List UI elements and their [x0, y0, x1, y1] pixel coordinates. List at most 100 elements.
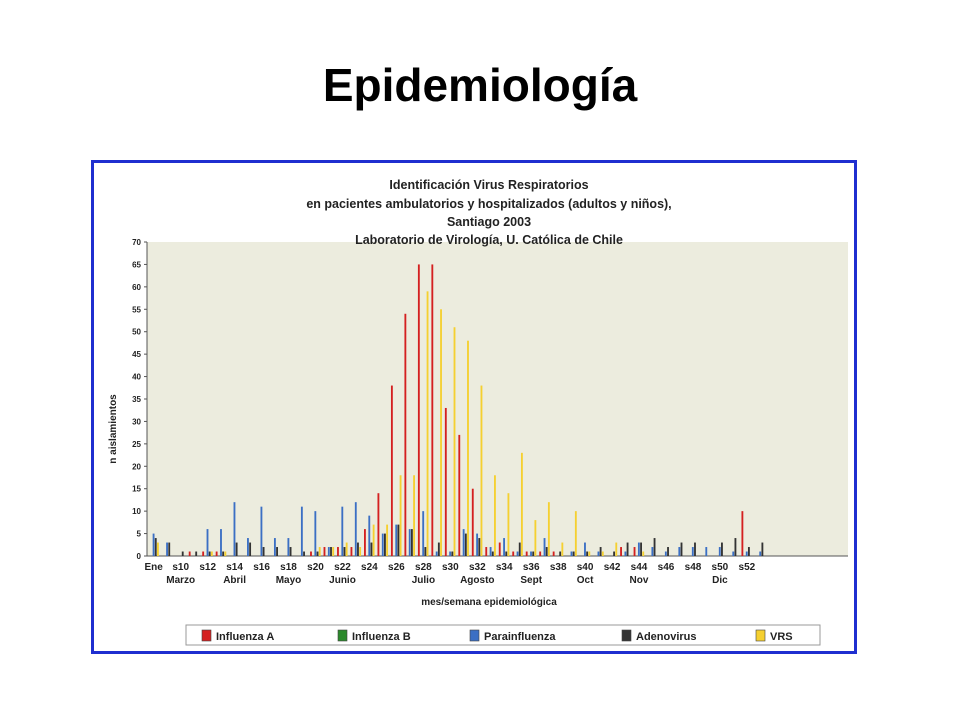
bar-influenza-a	[417, 264, 420, 556]
x-tick-label: s34	[496, 562, 513, 573]
bar-parainfluenza	[489, 547, 492, 556]
chart-title-line: Identificación Virus Respiratorios	[389, 178, 588, 192]
bar-parainfluenza	[664, 551, 667, 556]
plot-area	[147, 242, 848, 556]
bar-adenovirus	[734, 538, 737, 556]
bar-parainfluenza	[300, 506, 303, 556]
bar-influenza-a	[202, 551, 205, 556]
bar-parainfluenza	[354, 502, 357, 556]
bar-influenza-a	[458, 434, 461, 556]
bar-vrs	[359, 547, 362, 556]
bar-vrs	[332, 547, 335, 556]
bar-vrs	[345, 542, 348, 556]
bar-parainfluenza	[678, 547, 681, 556]
bar-adenovirus	[249, 542, 252, 556]
x-tick-label: s32	[469, 562, 486, 573]
bar-vrs	[547, 502, 550, 556]
x-month-label: Sept	[520, 575, 542, 586]
bar-influenza-a	[444, 407, 447, 556]
bar-adenovirus	[397, 524, 400, 556]
y-tick-label: 10	[132, 507, 141, 516]
bar-adenovirus	[316, 551, 319, 556]
bar-influenza-a	[337, 547, 339, 556]
bar-adenovirus	[721, 542, 723, 556]
bar-influenza-a	[471, 488, 474, 556]
y-tick-label: 50	[132, 328, 141, 337]
bar-adenovirus	[437, 542, 440, 556]
bar-adenovirus	[154, 538, 157, 556]
y-axis-label: n aislamientos	[108, 394, 119, 464]
x-tick-label: s24	[361, 562, 378, 573]
y-tick-label: 35	[132, 395, 141, 404]
bar-parainfluenza	[624, 551, 627, 556]
bar-adenovirus	[343, 547, 346, 556]
bar-influenza-a	[364, 529, 366, 556]
bar-parainfluenza	[570, 551, 573, 556]
bar-vrs	[453, 327, 456, 556]
legend-swatch	[621, 629, 632, 642]
bar-parainfluenza	[476, 533, 479, 556]
x-month-label: Agosto	[460, 575, 494, 586]
bar-adenovirus	[410, 529, 413, 556]
y-tick-label: 60	[132, 283, 141, 292]
bar-vrs	[601, 551, 604, 556]
bar-parainfluenza	[368, 515, 371, 556]
bar-parainfluenza	[745, 551, 748, 556]
bar-influenza-a	[525, 551, 528, 556]
legend-label: Adenovirus	[636, 631, 697, 643]
bar-parainfluenza	[530, 551, 532, 556]
x-tick-label: s22	[334, 562, 351, 573]
legend-swatch	[201, 629, 212, 642]
x-tick-label: s46	[658, 562, 675, 573]
x-month-label: Nov	[630, 575, 649, 586]
x-tick-label: s14	[226, 562, 243, 573]
bar-parainfluenza	[637, 542, 640, 556]
x-tick-label: s28	[415, 562, 432, 573]
x-tick-label: s38	[550, 562, 567, 573]
x-tick-label: s44	[631, 562, 648, 573]
bar-parainfluenza	[705, 547, 708, 556]
bar-parainfluenza	[732, 551, 735, 556]
bar-influenza-a	[741, 511, 744, 556]
bar-parainfluenza	[543, 538, 546, 556]
x-tick-label: s12	[199, 562, 216, 573]
bar-parainfluenza	[206, 529, 209, 556]
bar-parainfluenza	[220, 529, 222, 556]
bar-adenovirus	[303, 551, 305, 556]
bar-vrs	[480, 385, 483, 556]
bar-influenza-a	[512, 551, 515, 556]
x-tick-label: s18	[280, 562, 297, 573]
bar-influenza-a	[552, 551, 555, 556]
bar-adenovirus	[680, 542, 683, 556]
bar-vrs	[157, 542, 159, 556]
bar-influenza-a	[498, 542, 501, 556]
bar-adenovirus	[640, 542, 642, 556]
bar-vrs	[318, 547, 321, 556]
bar-adenovirus	[572, 551, 575, 556]
bar-parainfluenza	[233, 502, 236, 556]
bar-parainfluenza	[516, 551, 519, 556]
legend-swatch	[469, 629, 480, 642]
x-month-label: Mayo	[276, 575, 302, 586]
bar-adenovirus	[761, 542, 764, 556]
bar-adenovirus	[262, 547, 265, 556]
bar-vrs	[534, 520, 537, 556]
chart: Identificación Virus Respiratorios en pac…	[108, 178, 848, 646]
x-tick-label: s50	[712, 562, 729, 573]
bar-adenovirus	[694, 542, 696, 556]
bar-parainfluenza	[247, 538, 249, 556]
bar-adenovirus	[168, 542, 171, 556]
bar-influenza-a	[633, 547, 636, 556]
bar-adenovirus	[491, 551, 494, 556]
bar-adenovirus	[357, 542, 359, 556]
bar-influenza-a	[188, 551, 191, 556]
bar-vrs	[588, 551, 591, 556]
bar-adenovirus	[545, 547, 548, 556]
x-tick-label: s26	[388, 562, 405, 573]
bar-adenovirus	[181, 551, 184, 556]
x-tick-label: s36	[523, 562, 540, 573]
y-tick-label: 65	[132, 260, 141, 269]
legend-label: Influenza B	[352, 631, 411, 643]
bar-adenovirus	[518, 542, 521, 556]
bar-parainfluenza	[287, 538, 290, 556]
